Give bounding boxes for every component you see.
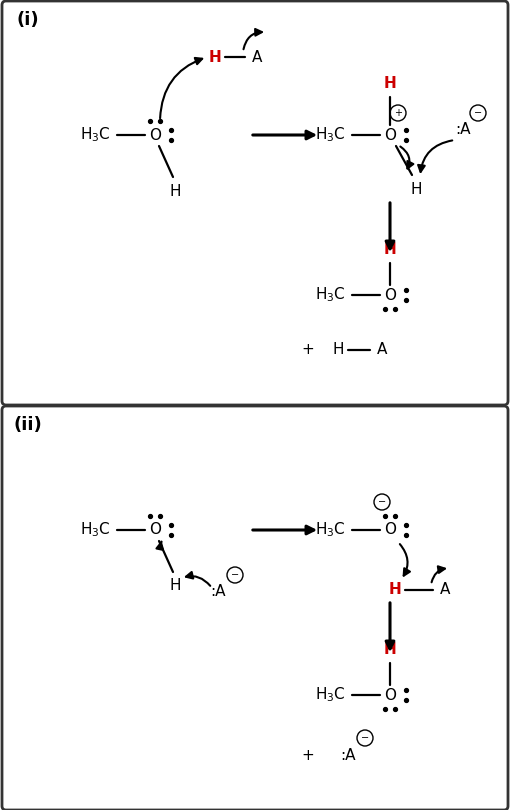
Text: +: + xyxy=(394,108,402,118)
FancyBboxPatch shape xyxy=(2,406,508,810)
Text: H$_3$C: H$_3$C xyxy=(80,521,111,539)
Text: H: H xyxy=(208,49,221,65)
Text: O: O xyxy=(384,288,396,302)
Text: H: H xyxy=(169,184,181,198)
Text: +: + xyxy=(302,343,314,357)
Text: :A: :A xyxy=(455,122,471,138)
Text: :A: :A xyxy=(210,585,225,599)
Text: A: A xyxy=(377,343,387,357)
Text: H$_3$C: H$_3$C xyxy=(315,521,345,539)
Text: O: O xyxy=(384,688,396,702)
Text: H: H xyxy=(383,242,396,258)
Text: H: H xyxy=(389,582,401,598)
Text: O: O xyxy=(149,522,161,538)
Text: O: O xyxy=(384,522,396,538)
Text: :A: :A xyxy=(340,748,355,762)
Text: A: A xyxy=(440,582,450,598)
Text: −: − xyxy=(474,108,482,118)
Text: −: − xyxy=(361,733,369,743)
Text: H: H xyxy=(332,343,344,357)
Text: (ii): (ii) xyxy=(14,416,42,434)
Text: H$_3$C: H$_3$C xyxy=(80,126,111,144)
Text: H$_3$C: H$_3$C xyxy=(315,286,345,305)
Text: A: A xyxy=(252,49,262,65)
Text: −: − xyxy=(378,497,386,507)
Text: −: − xyxy=(231,570,239,580)
Text: H: H xyxy=(383,75,396,91)
Text: O: O xyxy=(149,127,161,143)
Text: O: O xyxy=(384,127,396,143)
Text: H: H xyxy=(410,181,422,197)
FancyBboxPatch shape xyxy=(2,1,508,405)
Text: H: H xyxy=(383,642,396,658)
Text: H$_3$C: H$_3$C xyxy=(315,685,345,705)
Text: H: H xyxy=(169,578,181,594)
Text: +: + xyxy=(302,748,314,762)
Text: H$_3$C: H$_3$C xyxy=(315,126,345,144)
Text: (i): (i) xyxy=(17,11,39,29)
